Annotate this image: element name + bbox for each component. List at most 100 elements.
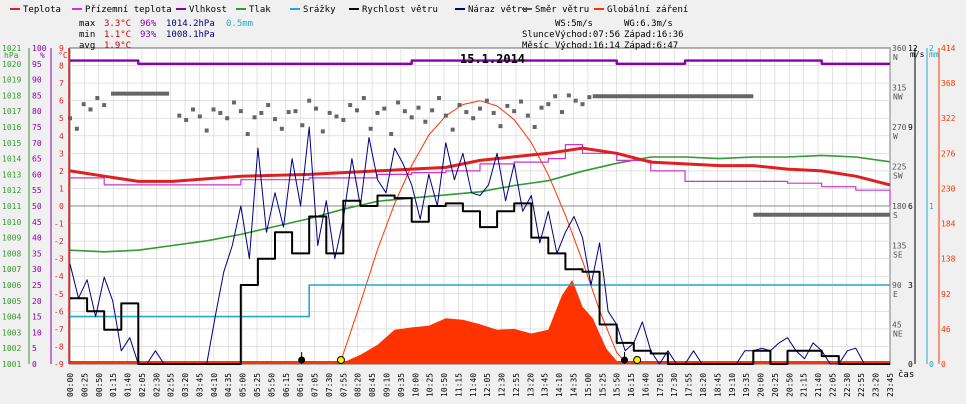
tick-humidity: 50 [32,202,42,211]
radiation-area [339,280,627,364]
tick-radiation: 184 [941,220,956,229]
wind-dir-point [430,108,435,113]
wind-dir-point [273,117,277,122]
tick-direction: 270 [892,123,907,132]
x-tick-label: 12:05 [483,373,492,397]
legend-label: Vlhkost [189,5,227,15]
tick-pressure: 1015 [2,139,21,148]
tick-direction: 135 [892,242,907,251]
info-moon-rise: Východ:16:14 [555,41,620,51]
wind-dir-point [314,106,318,111]
tick-radiation: 276 [941,149,956,158]
tick-temp: 2 [59,167,64,176]
tick-rain: 2 [929,44,934,53]
tick-pressure: 1014 [2,155,21,164]
x-tick-label: 02:05 [138,373,147,397]
wind-dir-point [437,96,441,101]
tick-temp: -9 [54,360,64,369]
tick-pressure: 1020 [2,60,21,69]
wind-dir-point [464,110,469,115]
x-tick-label: 09:35 [397,373,406,397]
x-tick-label: 14:35 [570,373,579,397]
wind-dir-point [553,94,558,99]
tick-humidity: 0 [32,360,37,369]
wind-dir-point [402,109,407,114]
tick-humidity: 60 [32,170,42,179]
wind-dir-point [539,105,544,110]
tick-humidity: 35 [32,249,42,258]
x-tick-label: 00:25 [80,373,89,397]
rain-line [70,284,890,318]
tick-radiation: 0 [941,360,946,369]
tick-pressure: 1006 [2,281,21,290]
wind-dir-point [259,110,264,115]
tick-temp: 4 [59,132,64,141]
wind-dir-point [484,98,489,103]
x-tick-label: 14:10 [555,373,564,397]
wind-dir-point [355,108,359,113]
wind-dir-point [423,119,428,124]
tick-humidity: 25 [32,281,42,290]
tick-radiation: 368 [941,79,956,88]
axis-unit-humidity: % [40,51,45,60]
tick-wind: 0 [908,360,913,369]
info-sun-rise: Východ:07:56 [555,30,620,40]
tick-temp: 9 [59,44,64,53]
x-tick-label: 04:35 [224,373,233,397]
x-tick-label: 13:45 [541,373,550,397]
radiation-theory-line [339,100,628,365]
wind-dir-point [519,99,523,104]
legend-label: Teplota [23,5,61,15]
wind-dir-point [416,105,421,110]
x-tick-label: 16:40 [641,373,650,397]
tick-pressure: 1013 [2,170,21,179]
tick-pressure: 1008 [2,249,21,258]
tick-direction-label: NE [893,330,903,339]
x-tick-label: 10:00 [411,373,420,397]
x-tick-label: 15:25 [598,373,607,397]
x-tick-label: 01:40 [124,373,133,397]
tick-humidity: 45 [32,218,42,227]
tick-temp: -5 [54,290,64,299]
radiation-baseline [70,361,890,364]
tick-pressure: 1018 [2,91,21,100]
tick-direction: 45 [892,321,902,330]
tick-temp: 0 [59,202,64,211]
tick-direction: 360 [892,44,907,53]
legend-label: Tlak [249,5,271,15]
tick-pressure: 1007 [2,265,21,274]
x-tick-label: 12:30 [498,373,507,397]
tick-rain: 0 [929,360,934,369]
x-tick-label: 07:05 [311,373,320,397]
tick-direction-label: S [893,211,898,220]
stat-temp: 1.1°C [104,30,131,40]
tick-wind: 3 [908,281,913,290]
wind-dir-point [334,114,339,119]
tick-radiation: 46 [941,325,951,334]
tick-direction-label: NW [893,93,903,102]
x-tick-label: 08:45 [368,373,377,397]
tick-humidity: 65 [32,155,42,164]
wind-dir-point [587,95,592,100]
wind-dir-point [580,102,585,107]
tick-temp: 3 [59,149,64,158]
tick-humidity: 80 [32,107,42,116]
tick-wind: 9 [908,123,913,132]
wind-speed-line [70,194,890,365]
wind-dir-point [450,127,455,132]
tick-temp: -2 [54,237,64,246]
x-tick-label: 22:30 [843,373,852,397]
tick-humidity: 70 [32,139,42,148]
tick-humidity: 75 [32,123,42,132]
tick-humidity: 85 [32,91,42,100]
wind-dir-point [382,106,387,111]
tick-direction-label: E [893,290,898,299]
tick-radiation: 138 [941,255,956,264]
tick-direction-label: SW [893,172,903,181]
x-tick-label: 15:00 [584,373,593,397]
tick-humidity: 10 [32,328,42,337]
tick-direction: 225 [892,163,907,172]
legend-label: Globální záření [607,5,688,15]
tick-humidity: 20 [32,297,42,306]
humidity-line [70,59,890,65]
